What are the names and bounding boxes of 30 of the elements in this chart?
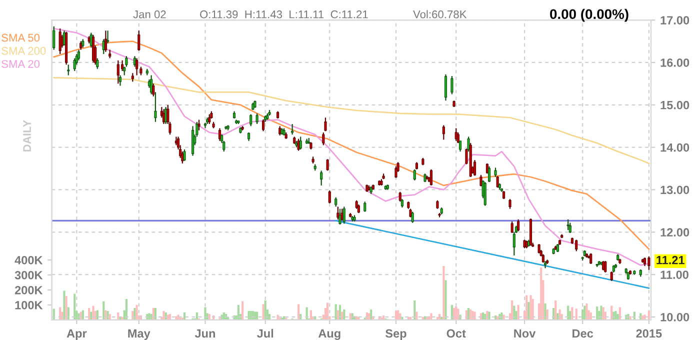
y-tick-label: 300K xyxy=(14,270,43,280)
x-tick-label: Dec xyxy=(572,329,594,338)
annotation: 0.00 (0.00%) xyxy=(550,8,628,22)
y2-tick-label: 15.00 xyxy=(660,100,690,110)
y2-tick-label: 14.00 xyxy=(660,143,690,152)
y-tick-label: 400K xyxy=(14,256,43,264)
x-tick-label: Jun xyxy=(194,329,215,338)
y2-tick-label: 10.00 xyxy=(660,313,690,322)
y2-tick-label: 16.00 xyxy=(660,58,690,67)
x-tick-label: 2015 xyxy=(636,329,662,338)
y2-tick-label: 17.00 xyxy=(660,16,690,24)
text: Vol:60.78K xyxy=(413,10,467,18)
text: SMA 20 xyxy=(2,60,40,68)
x-tick-label: Apr xyxy=(66,329,87,340)
x-tick-label: Nov xyxy=(514,329,536,338)
x-tick-label: Jul xyxy=(257,328,274,338)
y2-tick-label: 13.00 xyxy=(660,186,690,194)
x-tick-label: Oct xyxy=(446,329,466,338)
text: SMA 200 xyxy=(2,46,46,55)
x-tick-label: Sep xyxy=(385,329,406,340)
x-tick-label: May xyxy=(128,329,150,340)
text: O:11.39 H:11.43 L:11.11 C:11.21 xyxy=(200,10,368,18)
y-tick-label: 200K xyxy=(14,286,43,294)
y2-tick-label: 11.00 xyxy=(660,270,688,279)
y2-tick-label: 12.00 xyxy=(660,228,690,237)
text: 11.21 xyxy=(656,256,684,264)
text: Jan 02 xyxy=(133,10,166,18)
x-tick-label: Aug xyxy=(318,329,340,340)
series-label: SMA 50 xyxy=(2,34,40,42)
y-tick-label: 100K xyxy=(15,300,43,310)
